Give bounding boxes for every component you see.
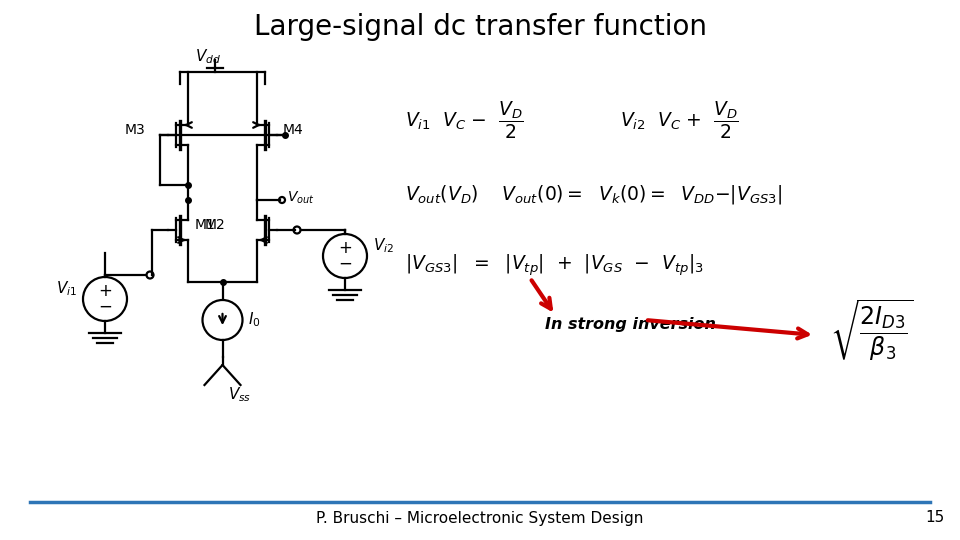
Text: M4: M4 (283, 123, 303, 137)
Text: $V_{ss}$: $V_{ss}$ (228, 386, 251, 404)
Text: M2: M2 (205, 218, 226, 232)
Text: $|V_{GS3}|$  $=$  $|V_{tp}|$  $+$  $|V_{GS}$  $-$  $V_{tp}|_3$: $|V_{GS3}|$ $=$ $|V_{tp}|$ $+$ $|V_{GS}$… (405, 252, 704, 278)
Text: $V_{i1}$: $V_{i1}$ (56, 280, 77, 298)
Text: $V_{i2}$  $V_C$ $+$  $\dfrac{V_D}{2}$: $V_{i2}$ $V_C$ $+$ $\dfrac{V_D}{2}$ (620, 99, 739, 140)
Text: $V_{dd}$: $V_{dd}$ (195, 48, 221, 66)
Text: −: − (98, 298, 112, 316)
Text: P. Bruschi – Microelectronic System Design: P. Bruschi – Microelectronic System Desi… (316, 510, 644, 525)
Text: $I_0$: $I_0$ (249, 310, 261, 329)
Text: Large-signal dc transfer function: Large-signal dc transfer function (253, 13, 707, 41)
Text: $V_{out}$: $V_{out}$ (287, 190, 315, 206)
Text: $V_{i2}$: $V_{i2}$ (373, 237, 394, 255)
Text: In strong inversion: In strong inversion (545, 318, 716, 333)
Text: M3: M3 (125, 123, 146, 137)
Text: +: + (338, 239, 352, 257)
Text: −: − (338, 255, 352, 273)
Text: $V_{i1}$  $V_C$ $-$  $\dfrac{V_D}{2}$: $V_{i1}$ $V_C$ $-$ $\dfrac{V_D}{2}$ (405, 99, 524, 140)
Text: +: + (98, 282, 112, 300)
Text: 15: 15 (925, 510, 945, 525)
Text: $\sqrt{\dfrac{2I_{D3}}{\beta_3}}$: $\sqrt{\dfrac{2I_{D3}}{\beta_3}}$ (830, 298, 914, 362)
Text: $V_{out}(V_D)$    $V_{out}(0){=}$  $V_k(0){=}$  $V_{DD}{-}|V_{GS3}|$: $V_{out}(V_D)$ $V_{out}(0){=}$ $V_k(0){=… (405, 184, 782, 206)
Text: M1: M1 (195, 218, 216, 232)
